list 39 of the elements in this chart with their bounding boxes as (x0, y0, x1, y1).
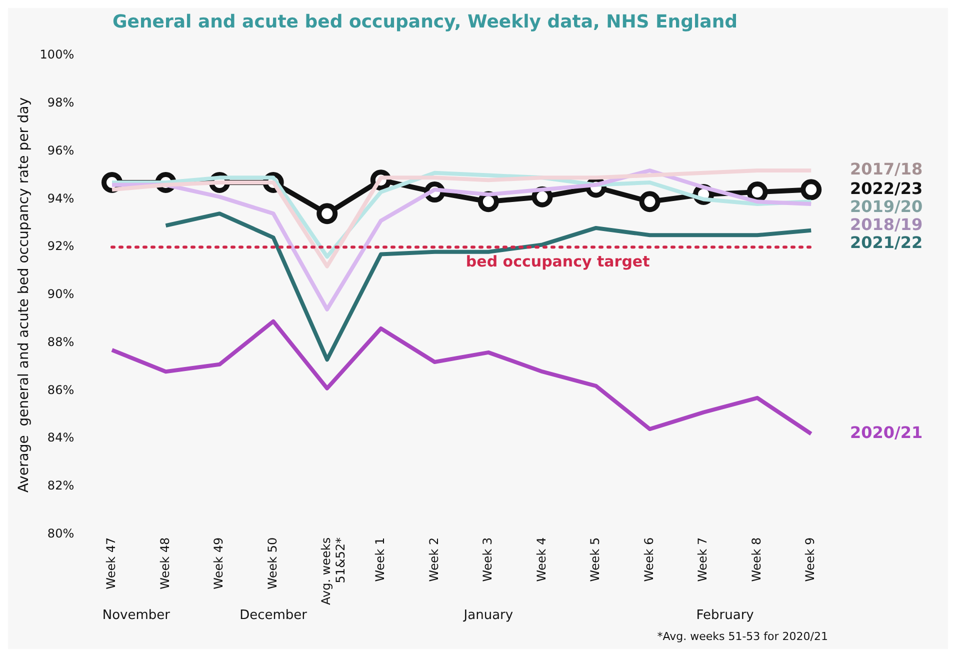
x-tick-label: Week 7 (696, 537, 710, 582)
y-tick-label: 94% (47, 191, 74, 206)
x-tick-label: Week 5 (588, 537, 602, 582)
y-tick-label: 82% (47, 478, 74, 493)
text: November (102, 608, 170, 623)
x-tick-label: Week 48 (158, 537, 172, 590)
x-tick-label: Week 6 (642, 537, 656, 582)
text: February (696, 608, 754, 623)
y-tick-label: 80% (47, 526, 74, 540)
x-tick-label: Week 8 (749, 537, 764, 582)
x-tick-label: Week 1 (373, 537, 388, 582)
x-tick-label: Week 47 (104, 537, 118, 590)
y-tick-label: 92% (47, 239, 74, 254)
text: December (240, 608, 308, 623)
y-tick-label: 98% (47, 96, 74, 110)
x-tick-label: Week 9 (803, 537, 818, 582)
text: January (464, 608, 514, 623)
y-tick-label: 100% (40, 48, 74, 62)
x-tick-label: Week 49 (212, 537, 226, 590)
y-tick-label: 96% (47, 143, 74, 158)
y-tick-label: 84% (47, 430, 74, 445)
x-tick-label: Week 3 (480, 537, 495, 582)
y-axis-title: Average general and acute bed occupancy rate per day (16, 97, 32, 493)
text: 2021/22 (850, 232, 923, 252)
text: 2017/18 (850, 160, 923, 179)
x-tick-label: Week 4 (534, 537, 548, 582)
ref-line-label: bed occupancy target (466, 252, 650, 270)
text: 2020/21 (850, 422, 923, 442)
text: *Avg. weeks 51-53 for 2020/21 (656, 630, 828, 643)
y-tick-label: 86% (47, 382, 74, 397)
text: 2019/20 (850, 196, 923, 216)
x-tick-label: Week 2 (426, 537, 441, 582)
x-tick-label: Avg. weeks 51&52* (319, 537, 348, 606)
chart-title: General and acute bed occupancy, Weekly data, NHS England (112, 11, 738, 32)
x-tick-label: Week 50 (265, 537, 280, 590)
series-label: 2022/23 (850, 178, 923, 198)
y-tick-label: 88% (47, 334, 74, 349)
text: 2018/19 (850, 214, 923, 234)
y-tick-label: 90% (47, 287, 74, 302)
